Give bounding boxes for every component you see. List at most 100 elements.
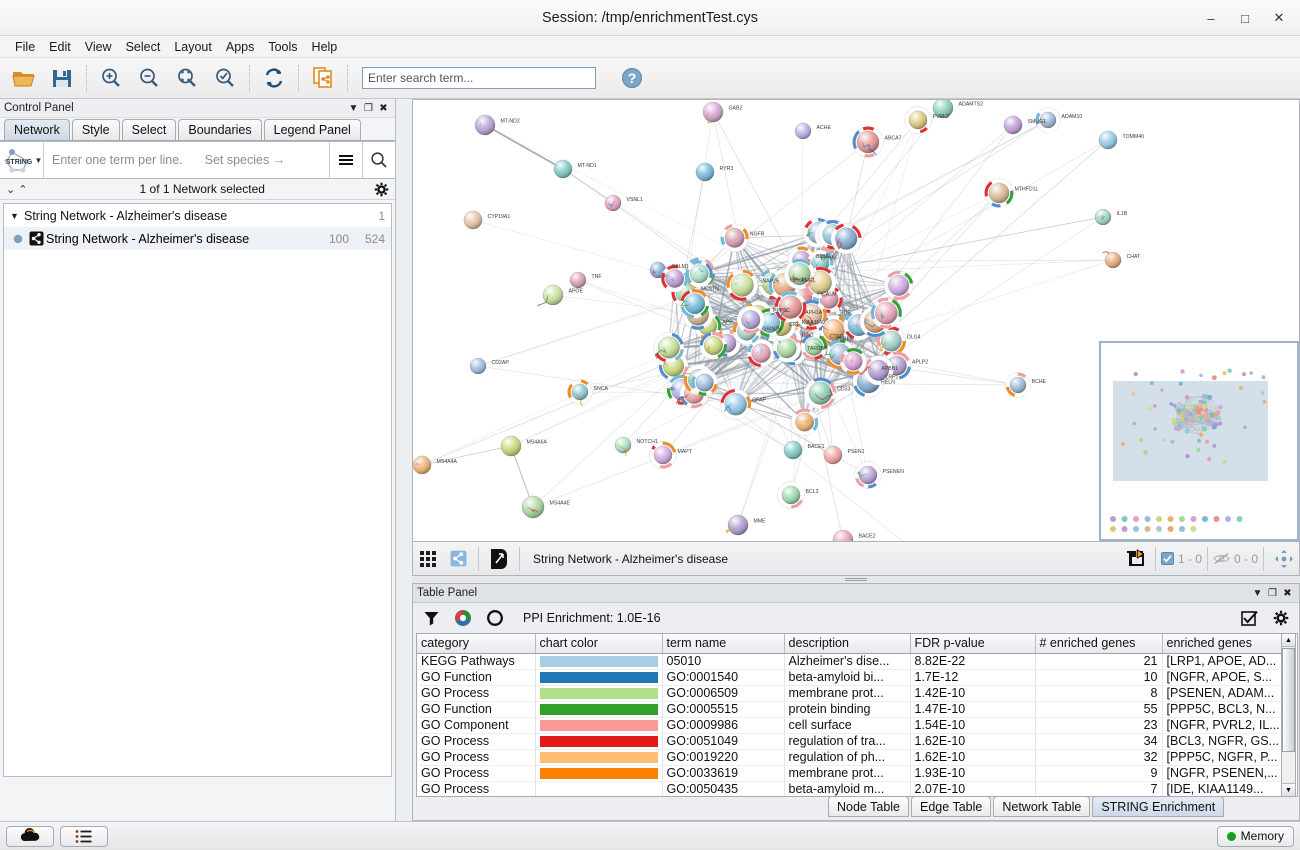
close-icon[interactable]: ✕ <box>1273 10 1285 25</box>
table-panel-close-icon[interactable]: ✖ <box>1283 587 1292 599</box>
table-row[interactable]: GO Component GO:0009986 cell surface 1.54E-… <box>417 717 1284 734</box>
network-node[interactable] <box>720 223 749 253</box>
network-node[interactable] <box>474 114 496 136</box>
network-node[interactable] <box>413 455 432 475</box>
network-node[interactable] <box>614 436 632 457</box>
network-node[interactable] <box>463 210 483 230</box>
minimize-icon[interactable]: – <box>1207 10 1215 26</box>
tab-select[interactable]: Select <box>121 119 177 140</box>
network-node[interactable] <box>653 332 685 363</box>
tab-boundaries[interactable]: Boundaries <box>178 119 262 140</box>
table-row[interactable]: GO Process GO:0033619 membrane prot... 1.93… <box>417 765 1284 782</box>
table-row[interactable]: GO Process GO:0019220 regulation of ph... 1… <box>417 749 1284 766</box>
network-node[interactable] <box>553 159 573 179</box>
menu-view[interactable]: View <box>84 39 112 54</box>
string-query-input[interactable]: Enter one term per line. Set species → <box>44 142 329 178</box>
table-panel-float-icon[interactable]: ❐ <box>1268 587 1277 599</box>
tab-network[interactable]: Network <box>4 119 70 140</box>
list-icon[interactable] <box>60 825 108 847</box>
network-node[interactable] <box>783 440 803 460</box>
hidden-nodes-counter[interactable]: 0 - 0 <box>1213 552 1258 566</box>
table-vertical-scrollbar[interactable]: ▲ ▼ <box>1281 633 1296 797</box>
tab-legend-panel[interactable]: Legend Panel <box>263 119 361 140</box>
tree-expand-icon[interactable]: ▼ <box>10 210 19 221</box>
network-node[interactable] <box>1098 130 1118 150</box>
panel-close-icon[interactable]: ✖ <box>379 102 388 114</box>
network-node[interactable] <box>804 377 837 410</box>
menu-file[interactable]: File <box>15 39 36 54</box>
tab-string-enrichment[interactable]: STRING Enrichment <box>1092 796 1225 817</box>
network-node[interactable] <box>679 288 710 319</box>
network-node[interactable] <box>720 388 752 420</box>
refresh-icon[interactable] <box>256 61 292 95</box>
scroll-up-icon[interactable]: ▲ <box>1282 634 1295 647</box>
set-species-link[interactable]: Set species → <box>204 153 286 167</box>
table-row[interactable]: GO Process GO:0051049 regulation of tra...… <box>417 733 1284 750</box>
table-panel-dropdown-icon[interactable]: ▼ <box>1252 587 1263 599</box>
network-node[interactable] <box>747 339 776 368</box>
cloud-icon[interactable] <box>6 825 54 847</box>
string-logo-icon[interactable]: STRING ▼ <box>0 142 44 178</box>
menu-select[interactable]: Select <box>125 39 161 54</box>
detach-view-icon[interactable] <box>484 546 514 572</box>
zoom-out-icon[interactable] <box>131 61 167 95</box>
panel-dropdown-icon[interactable]: ▼ <box>348 102 359 114</box>
network-node[interactable] <box>702 101 724 124</box>
expand-all-icon[interactable]: ⌃ <box>18 183 28 196</box>
network-node[interactable] <box>823 445 843 465</box>
export-network-icon[interactable] <box>305 61 341 95</box>
network-node[interactable] <box>984 178 1014 208</box>
settings-gear-icon[interactable] <box>374 182 389 197</box>
table-row[interactable]: GO Function GO:0001540 beta-amyloid bi... 1… <box>417 669 1284 686</box>
network-node[interactable] <box>736 305 765 334</box>
column-header-enriched-genes[interactable]: enriched genes <box>1162 634 1284 654</box>
network-node[interactable] <box>830 223 862 255</box>
network-node[interactable] <box>1094 208 1112 226</box>
menu-help[interactable]: Help <box>311 39 338 54</box>
memory-status-button[interactable]: Memory <box>1216 825 1294 847</box>
network-node[interactable] <box>604 194 622 212</box>
string-search-icon[interactable] <box>362 142 395 178</box>
network-node[interactable] <box>854 461 882 489</box>
scrollbar-thumb[interactable] <box>1282 648 1295 752</box>
network-node[interactable] <box>1005 372 1031 398</box>
network-node[interactable] <box>883 270 914 301</box>
network-node[interactable] <box>1035 107 1061 133</box>
network-node[interactable] <box>772 334 801 363</box>
network-node[interactable] <box>777 481 805 509</box>
network-node[interactable] <box>904 106 932 134</box>
network-node[interactable] <box>726 269 759 302</box>
donut-icon[interactable] <box>483 606 507 630</box>
table-row[interactable]: KEGG Pathways 05010 Alzheimer's dise... 8.8… <box>417 653 1284 670</box>
network-node[interactable] <box>469 357 487 375</box>
network-node[interactable] <box>537 284 564 307</box>
selected-nodes-counter[interactable]: 1 - 0 <box>1160 552 1202 566</box>
select-all-icon[interactable] <box>1237 606 1261 630</box>
tab-node-table[interactable]: Node Table <box>828 796 910 817</box>
network-node[interactable] <box>794 122 812 140</box>
settings-gear-icon[interactable] <box>1269 606 1293 630</box>
chart-color-icon[interactable] <box>451 606 475 630</box>
column-header-category[interactable]: category <box>417 634 536 654</box>
network-node[interactable] <box>784 258 815 290</box>
column-header-description[interactable]: description <box>784 634 911 654</box>
column-header-term-name[interactable]: term name <box>662 634 785 654</box>
export-image-icon[interactable] <box>1120 546 1150 572</box>
network-node[interactable] <box>1003 115 1023 135</box>
network-node[interactable] <box>691 369 719 396</box>
network-node[interactable] <box>839 347 867 375</box>
column-header-chart-color[interactable]: chart color <box>535 634 663 654</box>
string-options-icon[interactable] <box>329 142 362 178</box>
network-node[interactable] <box>521 495 545 519</box>
network-node[interactable] <box>852 126 884 158</box>
zoom-selected-icon[interactable] <box>207 61 243 95</box>
network-thumbnail-icon[interactable] <box>443 546 473 572</box>
menu-layout[interactable]: Layout <box>174 39 212 54</box>
network-tree-root[interactable]: ▼ String Network - Alzheimer's disease 1 <box>4 204 391 227</box>
network-node[interactable] <box>569 271 587 289</box>
network-node[interactable] <box>699 331 728 360</box>
network-node[interactable] <box>725 514 749 536</box>
network-node[interactable] <box>790 408 819 436</box>
table-row[interactable]: GO Process GO:0006509 membrane prot... 1.42… <box>417 685 1284 702</box>
scroll-down-icon[interactable]: ▼ <box>1282 783 1295 796</box>
